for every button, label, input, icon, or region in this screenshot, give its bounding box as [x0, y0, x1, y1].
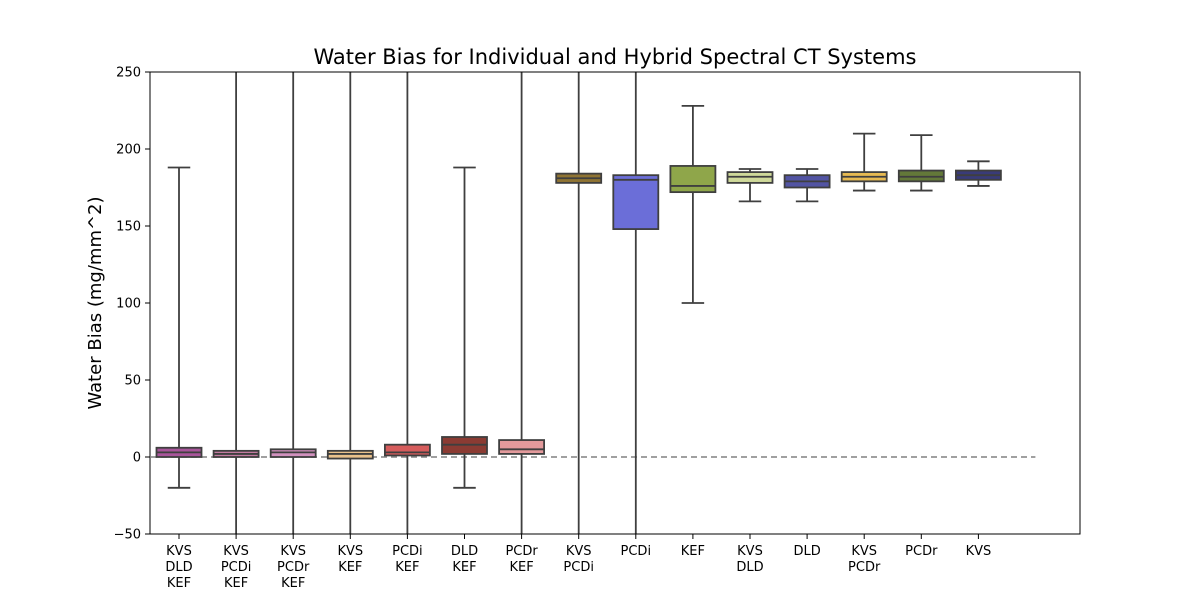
x-tick-label: DLD	[793, 544, 820, 559]
plot-area	[151, 72, 1036, 534]
y-tick-label: 150	[116, 220, 141, 235]
x-tick-label: DLD	[451, 544, 478, 559]
y-tick-label: 0	[133, 451, 141, 466]
x-tick-label: KVS	[851, 544, 877, 559]
x-tick-label: KEF	[338, 560, 362, 575]
x-tick-label: KVS	[737, 544, 763, 559]
box-plot-group	[383, 72, 431, 534]
y-tick-label: 50	[124, 374, 141, 389]
x-tick-label: DLD	[165, 560, 192, 575]
x-tick-label: KVS	[966, 544, 992, 559]
x-tick-label: PCDi	[563, 560, 594, 575]
x-tick-label: DLD	[736, 560, 763, 575]
box	[498, 439, 546, 455]
box	[612, 174, 660, 230]
y-tick-label: −50	[114, 528, 141, 543]
box-plot-group	[783, 168, 831, 203]
x-tick-label: KVS	[280, 544, 306, 559]
box-plot-group	[555, 72, 603, 534]
x-tick-label: PCDr	[277, 560, 310, 575]
y-axis-label: Water Bias (mg/mm^2)	[85, 196, 106, 409]
x-tick-label: KEF	[509, 560, 533, 575]
x-tick-label: KEF	[167, 576, 191, 591]
x-tick-label: PCDi	[392, 544, 423, 559]
box-plot-group	[326, 72, 374, 534]
x-tick-label: KEF	[395, 560, 419, 575]
box-plot-group	[955, 160, 1002, 187]
box-plot-group	[840, 132, 888, 192]
x-tick-label: KVS	[223, 544, 249, 559]
x-tick-label: PCDr	[905, 544, 938, 559]
y-tick-label: 250	[116, 66, 141, 81]
plot-frame	[149, 71, 1081, 535]
x-tick-label: KVS	[566, 544, 592, 559]
x-tick-label: KEF	[281, 576, 305, 591]
box-plot-group	[498, 72, 546, 534]
x-tick-label: KVS	[166, 544, 192, 559]
box-plot-group	[897, 134, 945, 192]
x-tick-label: KEF	[224, 576, 248, 591]
box	[669, 165, 717, 194]
x-tick-label: PCDi	[221, 560, 252, 575]
box-plot-group	[269, 72, 317, 534]
box-plot-group	[669, 104, 717, 304]
box-plot-group	[212, 72, 260, 534]
box-plot-group	[726, 168, 774, 203]
x-tick-label: PCDr	[848, 560, 881, 575]
x-tick-label: KEF	[681, 544, 705, 559]
y-tick-label: 100	[116, 297, 141, 312]
box-plot-group	[441, 166, 488, 489]
y-tick-label: 200	[116, 143, 141, 158]
x-tick-label: KVS	[337, 544, 363, 559]
box	[383, 443, 431, 457]
x-tick-label: PCDi	[621, 544, 652, 559]
x-tick-label: KEF	[452, 560, 476, 575]
box-plot-group	[612, 72, 660, 534]
x-tick-label: PCDr	[505, 544, 538, 559]
box-plot-group	[155, 166, 203, 489]
chart-title: Water Bias for Individual and Hybrid Spe…	[314, 45, 917, 69]
axes: KVSDLDKEFKVSPCDiKEFKVSPCDrKEFKVSKEFPCDiK…	[114, 66, 992, 592]
